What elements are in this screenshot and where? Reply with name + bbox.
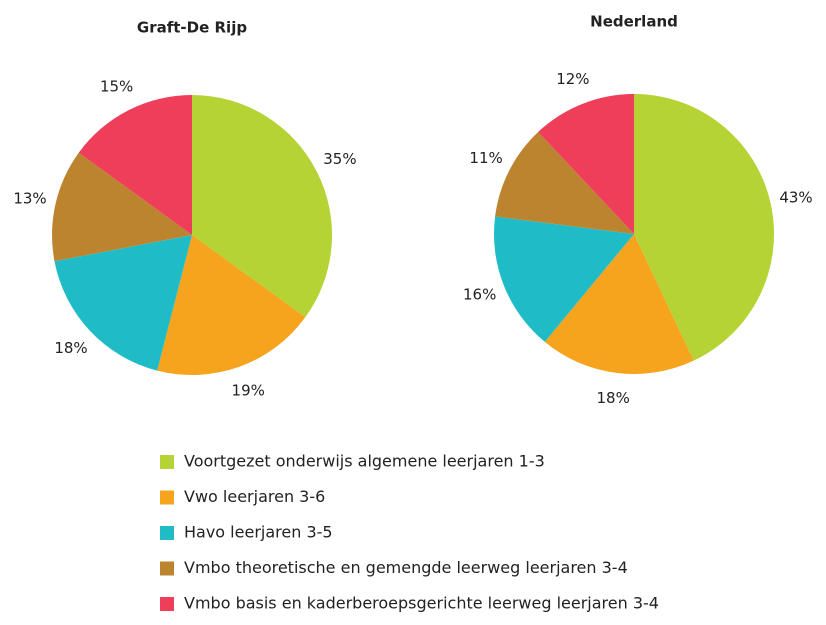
legend-label: Vwo leerjaren 3-6 — [184, 487, 325, 506]
legend-label: Vmbo basis en kaderberoepsgerichte leerw… — [184, 594, 659, 613]
pie-slice — [157, 235, 306, 375]
chart-title: Graft-De Rijp — [137, 19, 247, 37]
chart-title: Nederland — [590, 13, 678, 31]
pie-slice — [634, 94, 774, 361]
legend-label: Vmbo theoretische en gemengde leerweg le… — [184, 558, 628, 577]
value-label: 18% — [54, 339, 87, 357]
legend-swatch — [160, 455, 174, 469]
legend-swatch — [160, 490, 174, 505]
pie-slice — [544, 234, 694, 374]
value-label: 12% — [556, 70, 589, 88]
legend-swatch — [160, 526, 174, 540]
pie-slice — [54, 235, 193, 371]
value-label: 43% — [779, 188, 812, 206]
legend-label: Voortgezet onderwijs algemene leerjaren … — [184, 452, 545, 471]
value-label: 11% — [469, 149, 502, 167]
value-label: 18% — [597, 389, 630, 407]
legend-label: Havo leerjaren 3-5 — [184, 523, 333, 542]
legend-swatch — [160, 597, 174, 611]
value-label: 19% — [232, 382, 265, 400]
value-label: 16% — [463, 286, 496, 304]
legend-swatch — [160, 561, 174, 576]
value-label: 13% — [13, 189, 46, 207]
value-label: 15% — [100, 78, 133, 96]
pie-slice — [192, 95, 332, 318]
pie-slice — [538, 94, 634, 234]
pie-slice — [495, 131, 634, 234]
pie-slice — [78, 95, 192, 235]
pie-slice — [494, 216, 634, 342]
value-label: 35% — [323, 150, 356, 168]
pie-slice — [51, 152, 192, 262]
